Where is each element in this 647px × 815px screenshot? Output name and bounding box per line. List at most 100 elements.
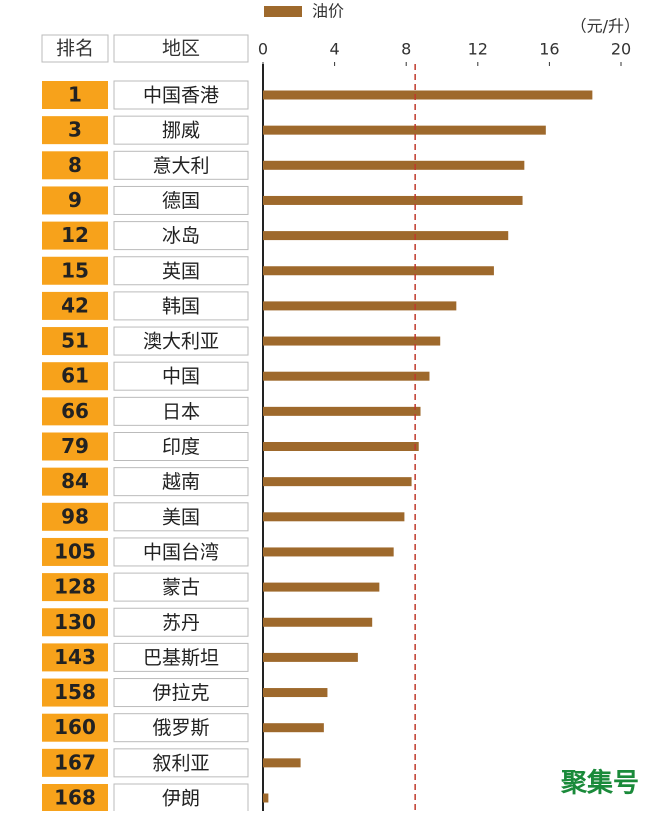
rank-box bbox=[42, 327, 108, 356]
y-tick-label: 俄罗斯 bbox=[152, 717, 209, 739]
y-tick-label: 叙利亚 bbox=[152, 752, 209, 774]
rank-box bbox=[42, 678, 108, 707]
bar bbox=[263, 688, 328, 698]
bar bbox=[263, 547, 394, 557]
region-box bbox=[113, 642, 249, 672]
rank-box bbox=[42, 608, 108, 637]
rank-label: 128 bbox=[54, 575, 96, 599]
x-tick-label: 8 bbox=[401, 40, 411, 59]
rank-box bbox=[42, 221, 108, 250]
y-tick-label: 巴基斯坦 bbox=[143, 647, 219, 669]
bar bbox=[263, 90, 593, 100]
rank-box bbox=[42, 502, 108, 531]
legend-label: 油价 bbox=[312, 2, 344, 21]
region-box bbox=[113, 572, 249, 602]
region-box bbox=[113, 185, 249, 215]
rank-label: 160 bbox=[54, 715, 96, 739]
x-tick-label: 16 bbox=[539, 40, 559, 59]
bar bbox=[263, 231, 509, 241]
y-tick-label: 中国台湾 bbox=[143, 541, 219, 563]
y-tick-label: 德国 bbox=[162, 190, 200, 212]
rank-box bbox=[42, 748, 108, 777]
y-tick-label: 印度 bbox=[162, 436, 200, 458]
y-tick-label: 美国 bbox=[162, 506, 200, 528]
rank-label: 98 bbox=[61, 504, 89, 528]
rank-label: 9 bbox=[68, 188, 82, 212]
rank-label: 3 bbox=[68, 118, 82, 142]
region-box bbox=[113, 537, 249, 567]
region-box bbox=[113, 80, 249, 110]
rank-box bbox=[42, 643, 108, 672]
y-tick-label: 冰岛 bbox=[162, 225, 200, 247]
header-box bbox=[41, 34, 109, 63]
rank-box bbox=[42, 537, 108, 566]
y-tick-label: 蒙古 bbox=[162, 577, 200, 599]
rank-label: 158 bbox=[54, 680, 96, 704]
bar bbox=[263, 371, 430, 381]
rank-label: 79 bbox=[61, 434, 89, 458]
y-tick-label: 伊拉克 bbox=[152, 682, 209, 704]
rank-box bbox=[42, 151, 108, 180]
watermark: 聚集号 bbox=[560, 768, 639, 799]
y-tick-label: 澳大利亚 bbox=[143, 331, 219, 353]
bar bbox=[263, 336, 441, 346]
rank-box bbox=[42, 362, 108, 391]
region-box bbox=[113, 150, 249, 180]
rank-box bbox=[42, 573, 108, 602]
region-box bbox=[113, 432, 249, 461]
rank-label: 61 bbox=[61, 364, 89, 388]
rank-label: 8 bbox=[68, 153, 82, 177]
x-tick-label: 0 bbox=[258, 40, 268, 59]
rank-box bbox=[42, 713, 108, 742]
rank-label: 143 bbox=[54, 645, 96, 669]
region-box bbox=[113, 291, 249, 321]
bar bbox=[263, 512, 405, 522]
rank-label: 12 bbox=[61, 223, 89, 247]
region-header: 地区 bbox=[162, 38, 200, 60]
unit-label: （元/升） bbox=[571, 17, 640, 36]
y-tick-label: 英国 bbox=[162, 260, 200, 282]
bar bbox=[263, 266, 494, 276]
rank-label: 167 bbox=[54, 750, 96, 774]
y-tick-label: 日本 bbox=[162, 401, 200, 423]
bar bbox=[263, 406, 421, 416]
y-tick-label: 中国香港 bbox=[143, 85, 219, 107]
rank-label: 51 bbox=[61, 329, 89, 353]
bar bbox=[263, 582, 380, 592]
bar bbox=[263, 477, 412, 487]
y-tick-label: 伊朗 bbox=[162, 788, 200, 810]
bar bbox=[263, 758, 301, 768]
rank-header: 排名 bbox=[56, 38, 94, 60]
rank-label: 1 bbox=[68, 83, 82, 107]
region-box bbox=[113, 396, 249, 426]
region-box bbox=[113, 713, 249, 743]
region-box bbox=[113, 326, 249, 356]
region-box bbox=[113, 467, 249, 497]
rank-label: 130 bbox=[54, 610, 96, 634]
bar bbox=[263, 442, 419, 451]
region-box bbox=[113, 361, 249, 391]
rank-label: 168 bbox=[54, 786, 96, 810]
region-box bbox=[113, 502, 249, 532]
rank-label: 42 bbox=[61, 293, 89, 317]
rank-box bbox=[42, 186, 108, 215]
region-box bbox=[113, 748, 249, 778]
rank-label: 66 bbox=[61, 399, 89, 423]
rank-label: 84 bbox=[61, 469, 89, 493]
region-box bbox=[113, 221, 249, 251]
y-tick-label: 越南 bbox=[162, 471, 200, 493]
bar bbox=[263, 195, 523, 205]
header-box bbox=[113, 34, 249, 63]
region-box bbox=[113, 678, 249, 708]
bar bbox=[263, 652, 358, 662]
rank-box bbox=[42, 784, 108, 812]
region-box bbox=[113, 115, 249, 145]
rank-box bbox=[42, 397, 108, 426]
bar bbox=[263, 617, 373, 627]
region-box bbox=[113, 256, 249, 286]
x-tick-label: 12 bbox=[468, 40, 488, 59]
x-tick-label: 4 bbox=[330, 40, 340, 59]
rank-box bbox=[42, 256, 108, 285]
legend-swatch bbox=[264, 6, 302, 17]
